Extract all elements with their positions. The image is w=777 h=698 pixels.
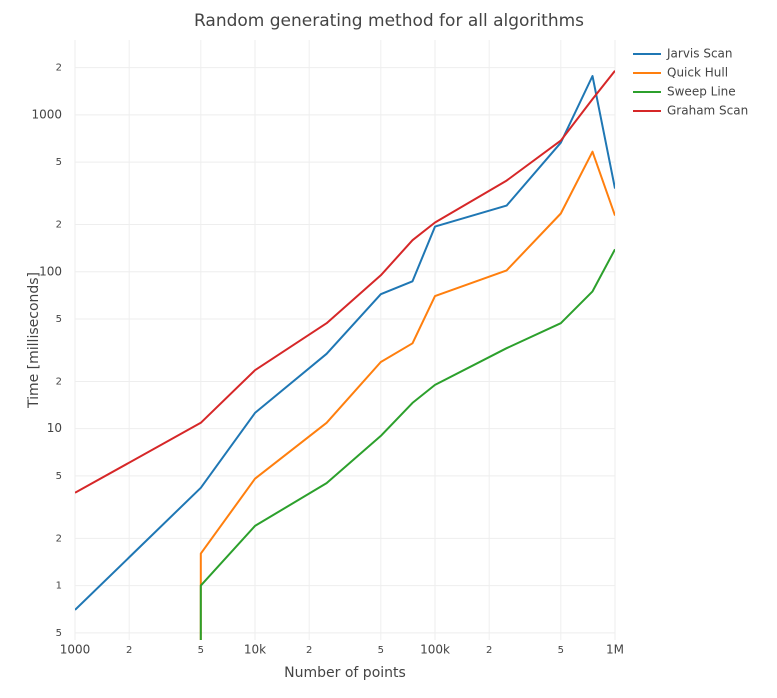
y-tick-label: 10	[47, 421, 62, 435]
x-tick-label: 2	[306, 645, 312, 656]
legend-label: Jarvis Scan	[666, 47, 733, 61]
y-tick-label: 5	[56, 628, 62, 639]
x-tick-label: 1M	[606, 643, 624, 657]
legend-label: Graham Scan	[667, 104, 748, 118]
x-tick-label: 5	[558, 645, 564, 656]
x-tick-label: 2	[486, 645, 492, 656]
x-axis-title: Number of points	[284, 665, 406, 681]
y-tick-label: 1	[56, 581, 62, 592]
series-line	[75, 70, 615, 494]
x-tick-label: 1000	[60, 643, 91, 657]
series-line	[199, 248, 615, 640]
y-tick-label: 5	[56, 314, 62, 325]
y-tick-label: 2	[56, 220, 62, 231]
x-tick-label: 5	[378, 645, 384, 656]
x-tick-label: 10k	[244, 643, 266, 657]
y-tick-label: 2	[56, 376, 62, 387]
y-tick-label: 2	[56, 63, 62, 74]
y-tick-label: 2	[56, 533, 62, 544]
y-tick-label: 5	[56, 157, 62, 168]
series-line	[75, 75, 615, 611]
x-tick-label: 100k	[420, 643, 450, 657]
y-tick-label: 5	[56, 471, 62, 482]
series-line	[199, 150, 615, 640]
legend-label: Sweep Line	[667, 85, 736, 99]
y-tick-label: 1000	[31, 107, 62, 121]
chart-title: Random generating method for all algorit…	[194, 11, 584, 31]
y-tick-label: 100	[39, 264, 62, 278]
y-axis-title: Time [milliseconds]	[26, 272, 42, 409]
x-tick-label: 5	[198, 645, 204, 656]
x-tick-label: 2	[126, 645, 132, 656]
legend-label: Quick Hull	[667, 66, 728, 80]
